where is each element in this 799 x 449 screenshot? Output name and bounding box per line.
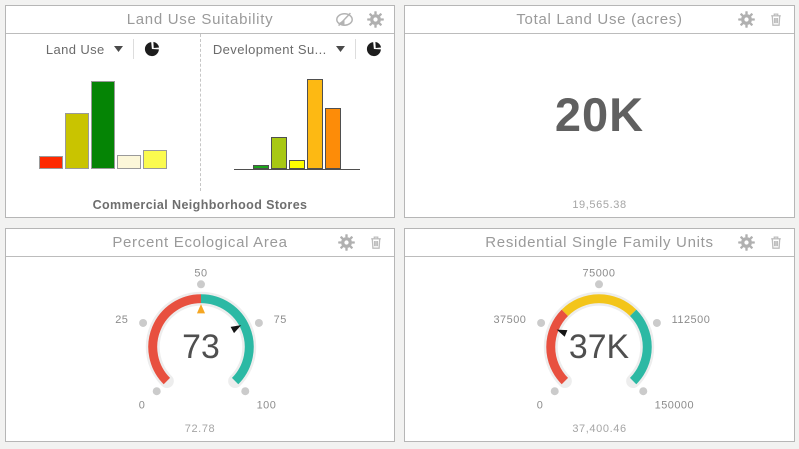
chevron-down-icon[interactable]	[335, 46, 345, 52]
visibility-toggle-icon[interactable]	[335, 12, 354, 27]
left-chart-section: Land Use	[6, 34, 200, 191]
gear-icon[interactable]	[367, 11, 384, 28]
divider	[354, 39, 356, 59]
panel-title: Residential Single Family Units	[485, 234, 714, 251]
panel-header: Land Use Suitability	[6, 6, 394, 34]
bar	[142, 150, 167, 169]
attribute-dropdown[interactable]: Land Use	[45, 41, 105, 57]
svg-text:0: 0	[537, 400, 544, 412]
pie-chart-icon[interactable]	[366, 41, 382, 57]
svg-text:75: 75	[274, 314, 287, 326]
bar	[307, 79, 324, 169]
panel-header: Percent Ecological Area	[6, 229, 394, 257]
exact-value-footnote: 19,565.38	[572, 199, 627, 211]
gauge-value: 37K	[569, 328, 630, 366]
trash-icon[interactable]	[368, 234, 384, 251]
trash-icon[interactable]	[768, 234, 784, 251]
total-land-use-value: 20K	[554, 88, 645, 141]
panel-header: Total Land Use (acres)	[405, 6, 794, 34]
svg-text:75000: 75000	[583, 267, 616, 279]
svg-text:112500: 112500	[672, 314, 711, 326]
gear-icon[interactable]	[338, 234, 355, 251]
gear-icon[interactable]	[738, 234, 755, 251]
panel-title: Total Land Use (acres)	[516, 11, 683, 28]
bar	[253, 165, 270, 169]
chevron-down-icon[interactable]	[113, 46, 123, 52]
panel-residential-single-family-units: Residential Single Family Units	[404, 228, 795, 442]
exact-value-footnote: 37,400.46	[572, 423, 627, 435]
gauge-value: 73	[182, 328, 220, 366]
chart-footer-label: Commercial Neighborhood Stores	[92, 197, 308, 212]
bar	[90, 81, 115, 169]
panel-land-use-suitability: Land Use Suitability	[5, 5, 395, 218]
bar	[325, 108, 342, 169]
svg-text:50: 50	[194, 267, 207, 279]
panel-title: Land Use Suitability	[126, 11, 274, 28]
gauge-needle	[556, 329, 568, 337]
svg-text:25: 25	[115, 314, 128, 326]
bar	[38, 156, 63, 169]
exact-value-footnote: 72.78	[184, 423, 216, 435]
trash-icon[interactable]	[768, 11, 784, 28]
threshold-marker	[196, 304, 206, 314]
bar	[271, 137, 288, 169]
attribute-dropdown[interactable]: Development Su...	[212, 41, 327, 57]
gauge-needle	[230, 325, 242, 334]
bar	[64, 113, 89, 169]
svg-text:37500: 37500	[493, 314, 526, 326]
svg-text:100: 100	[257, 400, 277, 412]
pie-chart-icon[interactable]	[144, 41, 160, 57]
svg-text:150000: 150000	[655, 400, 694, 412]
land-use-bar-chart	[6, 64, 200, 191]
bar	[116, 155, 141, 169]
divider	[132, 39, 134, 59]
panel-header: Residential Single Family Units	[405, 229, 794, 257]
charts-row: Land Use Development Su...	[6, 34, 394, 191]
x-axis-line	[234, 169, 361, 170]
percent-ecological-gauge: 0 25 50 75 100 73	[115, 267, 287, 412]
panel-title: Percent Ecological Area	[112, 234, 288, 251]
panel-percent-ecological-area: Percent Ecological Area	[5, 228, 395, 442]
right-chart-section: Development Su...	[199, 34, 395, 191]
panel-total-land-use: Total Land Use (acres)	[404, 5, 795, 218]
bar	[289, 160, 306, 169]
svg-text:0: 0	[139, 400, 146, 412]
residential-units-gauge: 0 37500 75000 112500 150000 37K	[493, 267, 711, 412]
gear-icon[interactable]	[738, 11, 755, 28]
development-suitability-bar-chart	[201, 64, 395, 191]
